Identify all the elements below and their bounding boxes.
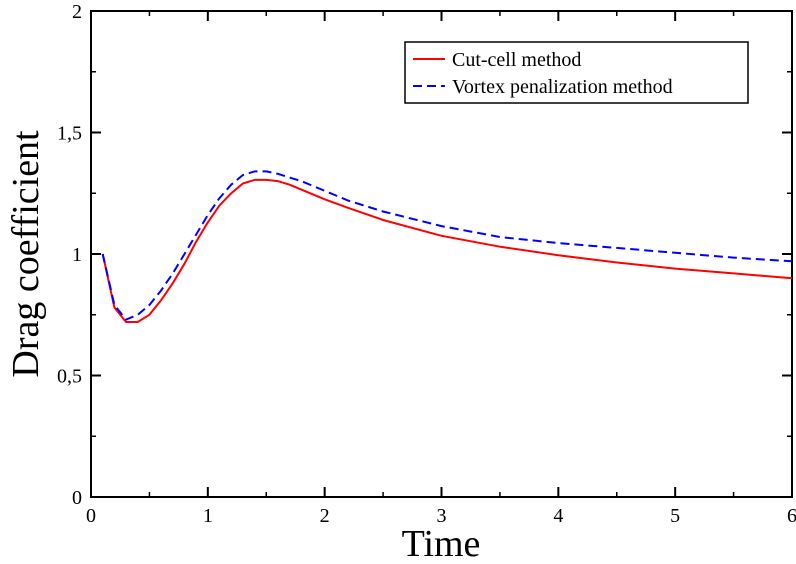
series-line-cut-cell <box>101 178 793 323</box>
x-tick-label: 3 <box>437 505 447 527</box>
x-tick-label: 6 <box>787 505 796 527</box>
y-tick-label: 2 <box>72 1 82 23</box>
y-tick-label: 0,5 <box>57 366 82 388</box>
x-tick-label: 1 <box>203 505 213 527</box>
x-tick-label: 4 <box>553 505 563 527</box>
y-tick-label: 0 <box>72 487 82 509</box>
y-tick-label: 1,5 <box>57 123 82 145</box>
legend-label-cut-cell: Cut-cell method <box>452 49 581 71</box>
series-layer <box>101 170 793 323</box>
x-axis-title: Time <box>402 523 481 564</box>
x-tick-label: 5 <box>670 505 680 527</box>
legend: Cut-cell method Vortex penalization meth… <box>404 41 749 104</box>
axis-ticks <box>90 10 793 498</box>
legend-label-vortex-penalization: Vortex penalization method <box>452 76 673 98</box>
y-axis-title: Drag coefficient <box>5 130 47 378</box>
y-tick-label: 1 <box>72 244 82 266</box>
x-tick-label: 2 <box>320 505 330 527</box>
legend-box <box>404 41 749 104</box>
axis-tick-labels: 0 1 2 3 4 5 6 0 0,5 1 1,5 2 <box>57 1 796 527</box>
x-tick-label: 0 <box>86 505 96 527</box>
